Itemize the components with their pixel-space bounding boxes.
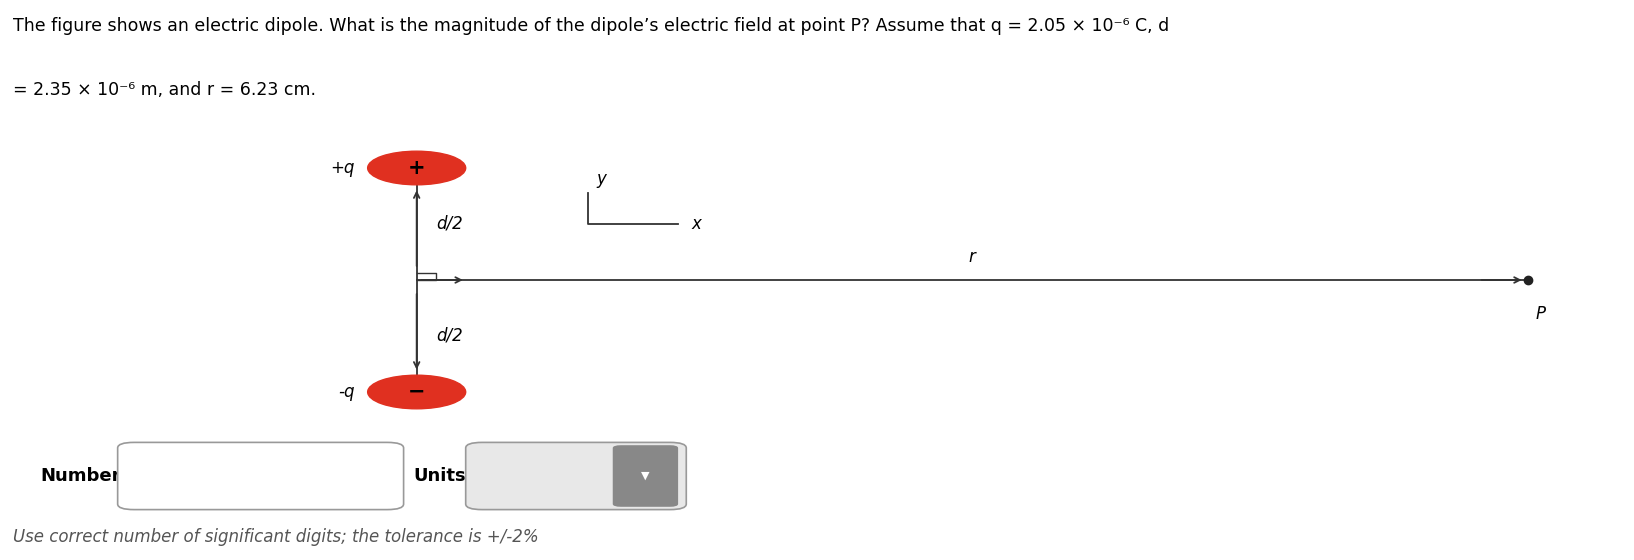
Text: d/2: d/2 — [436, 327, 462, 345]
Text: d/2: d/2 — [436, 215, 462, 233]
FancyBboxPatch shape — [466, 442, 686, 510]
Text: Number: Number — [41, 467, 121, 485]
FancyBboxPatch shape — [613, 445, 678, 507]
Text: Units: Units — [413, 467, 466, 485]
Text: x: x — [691, 215, 701, 233]
Text: -q: -q — [338, 383, 355, 401]
Text: y: y — [596, 170, 606, 188]
Text: +: + — [408, 158, 425, 178]
Text: ▼: ▼ — [641, 471, 650, 481]
Text: Use correct number of significant digits; the tolerance is +/-2%: Use correct number of significant digits… — [13, 528, 539, 546]
Text: −: − — [408, 382, 425, 402]
Text: = 2.35 × 10⁻⁶ m, and r = 6.23 cm.: = 2.35 × 10⁻⁶ m, and r = 6.23 cm. — [13, 81, 315, 99]
Circle shape — [368, 375, 466, 409]
Text: r: r — [969, 248, 975, 266]
Text: The figure shows an electric dipole. What is the magnitude of the dipole’s elect: The figure shows an electric dipole. Wha… — [13, 17, 1170, 35]
Circle shape — [368, 151, 466, 185]
FancyBboxPatch shape — [118, 442, 404, 510]
Text: +q: +q — [330, 159, 355, 177]
Text: P: P — [1536, 305, 1546, 323]
